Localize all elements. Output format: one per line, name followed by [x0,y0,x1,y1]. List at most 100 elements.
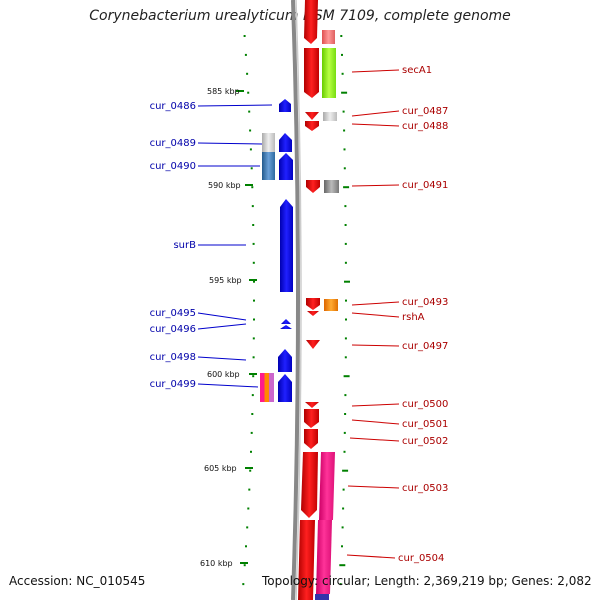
cog-box [324,180,339,193]
tick-dot [342,507,345,510]
scale-label: 610 kbp [200,559,233,568]
tick-dot [342,488,345,491]
tick-dot [252,261,255,264]
gene-arrow[interactable] [279,133,292,152]
map-title: Corynebacterium urealyticum DSM 7109, co… [89,8,511,24]
left-tick-dots [242,35,255,586]
gene-label[interactable]: cur_0489 [150,138,196,149]
tick-dot [342,469,349,472]
gene-arrow[interactable] [306,180,320,193]
tick-dot [344,394,347,397]
gene-arrow[interactable] [305,112,319,120]
reverse-strand [278,99,293,402]
tick-dot [341,72,344,75]
tick-dot [248,488,251,491]
tick-dot [344,356,347,359]
tick-dot [251,205,254,208]
gene-arrow[interactable] [279,99,291,112]
tick-dot [344,280,350,283]
cog-box [322,30,335,44]
gene-label[interactable]: rshA [402,312,425,323]
kbp-scale: 585 kbp 590 kbp 595 kbp 600 kbp 605 kbp … [200,87,257,568]
gene-arrow[interactable] [280,325,292,329]
tick-dot [343,167,346,170]
gene-arrow[interactable] [281,319,291,324]
gene-label[interactable]: cur_0502 [402,436,448,447]
tick-dot [245,545,247,548]
gene-arrow[interactable] [301,452,318,518]
gene-arrow[interactable] [304,429,318,449]
cog-track-right [315,30,339,600]
tick-dot [343,148,346,151]
tick-dot [345,318,347,321]
gene-arrow[interactable] [298,520,315,600]
gene-arrow[interactable] [306,340,320,349]
tick-dot [242,583,245,586]
tick-dot [247,91,250,94]
gene-label[interactable]: cur_0491 [402,180,448,191]
tick-dot [341,91,348,94]
gene-arrow[interactable] [278,349,292,372]
tick-dot [250,167,253,170]
gene-arrow[interactable] [280,199,293,292]
gene-label[interactable]: cur_0504 [398,553,444,564]
topology-label: Topology: circular; Length: 2,369,219 bp… [262,574,592,588]
tick-dot [339,564,346,567]
tick-dot [247,507,250,510]
tick-dot [339,583,342,586]
gene-arrow[interactable] [279,153,293,180]
cog-box [315,594,329,600]
gene-label[interactable]: cur_0495 [150,308,196,319]
gene-label[interactable]: cur_0500 [402,399,448,410]
tick-dot [341,526,344,529]
gene-arrow[interactable] [305,402,319,408]
gene-arrow[interactable] [304,48,319,98]
cog-box [324,299,338,311]
gene-arrow[interactable] [307,311,319,316]
right-tick-dots [339,35,350,586]
gene-label[interactable]: cur_0503 [402,483,448,494]
tick-dot [344,413,347,415]
scale-label: 585 kbp [207,87,240,96]
tick-dot [252,224,255,226]
gene-label[interactable]: cur_0493 [402,297,448,308]
gene-label[interactable]: cur_0486 [150,101,196,112]
gene-arrow[interactable] [304,409,319,428]
tick-dot [248,110,251,113]
cog-box [262,152,275,180]
gene-label[interactable]: secA1 [402,65,432,76]
gene-label[interactable]: cur_0501 [402,419,448,430]
tick-dot [243,564,246,567]
gene-label[interactable]: surB [173,240,196,251]
gene-arrow[interactable] [306,298,320,310]
scale-label: 605 kbp [204,464,237,473]
cog-box [262,133,275,152]
tick-dot [251,186,254,189]
tick-dot [341,545,343,548]
tick-dot [252,337,255,340]
gene-label[interactable]: cur_0488 [402,121,448,132]
tick-dot [343,375,350,378]
tick-dot [344,242,347,245]
cog-box [322,48,336,98]
tick-dot [253,318,255,321]
cog-track-left [260,133,275,402]
gene-label[interactable]: cur_0499 [150,379,196,390]
gene-label[interactable]: cur_0498 [150,352,196,363]
tick-dot [251,394,254,397]
cog-box [260,373,274,402]
scale-label: 590 kbp [208,181,241,190]
tick-dot [249,469,252,472]
gene-arrow[interactable] [305,121,319,131]
right-leaders [346,69,400,559]
tick-dot [340,35,343,37]
gene-arrow[interactable] [304,0,318,44]
gene-label[interactable]: cur_0487 [402,106,448,117]
gene-label[interactable]: cur_0490 [150,161,196,172]
cog-box [316,520,332,594]
gene-arrow[interactable] [278,374,292,402]
gene-label[interactable]: cur_0497 [402,341,448,352]
forward-strand [298,0,320,600]
gene-label[interactable]: cur_0496 [150,324,196,335]
